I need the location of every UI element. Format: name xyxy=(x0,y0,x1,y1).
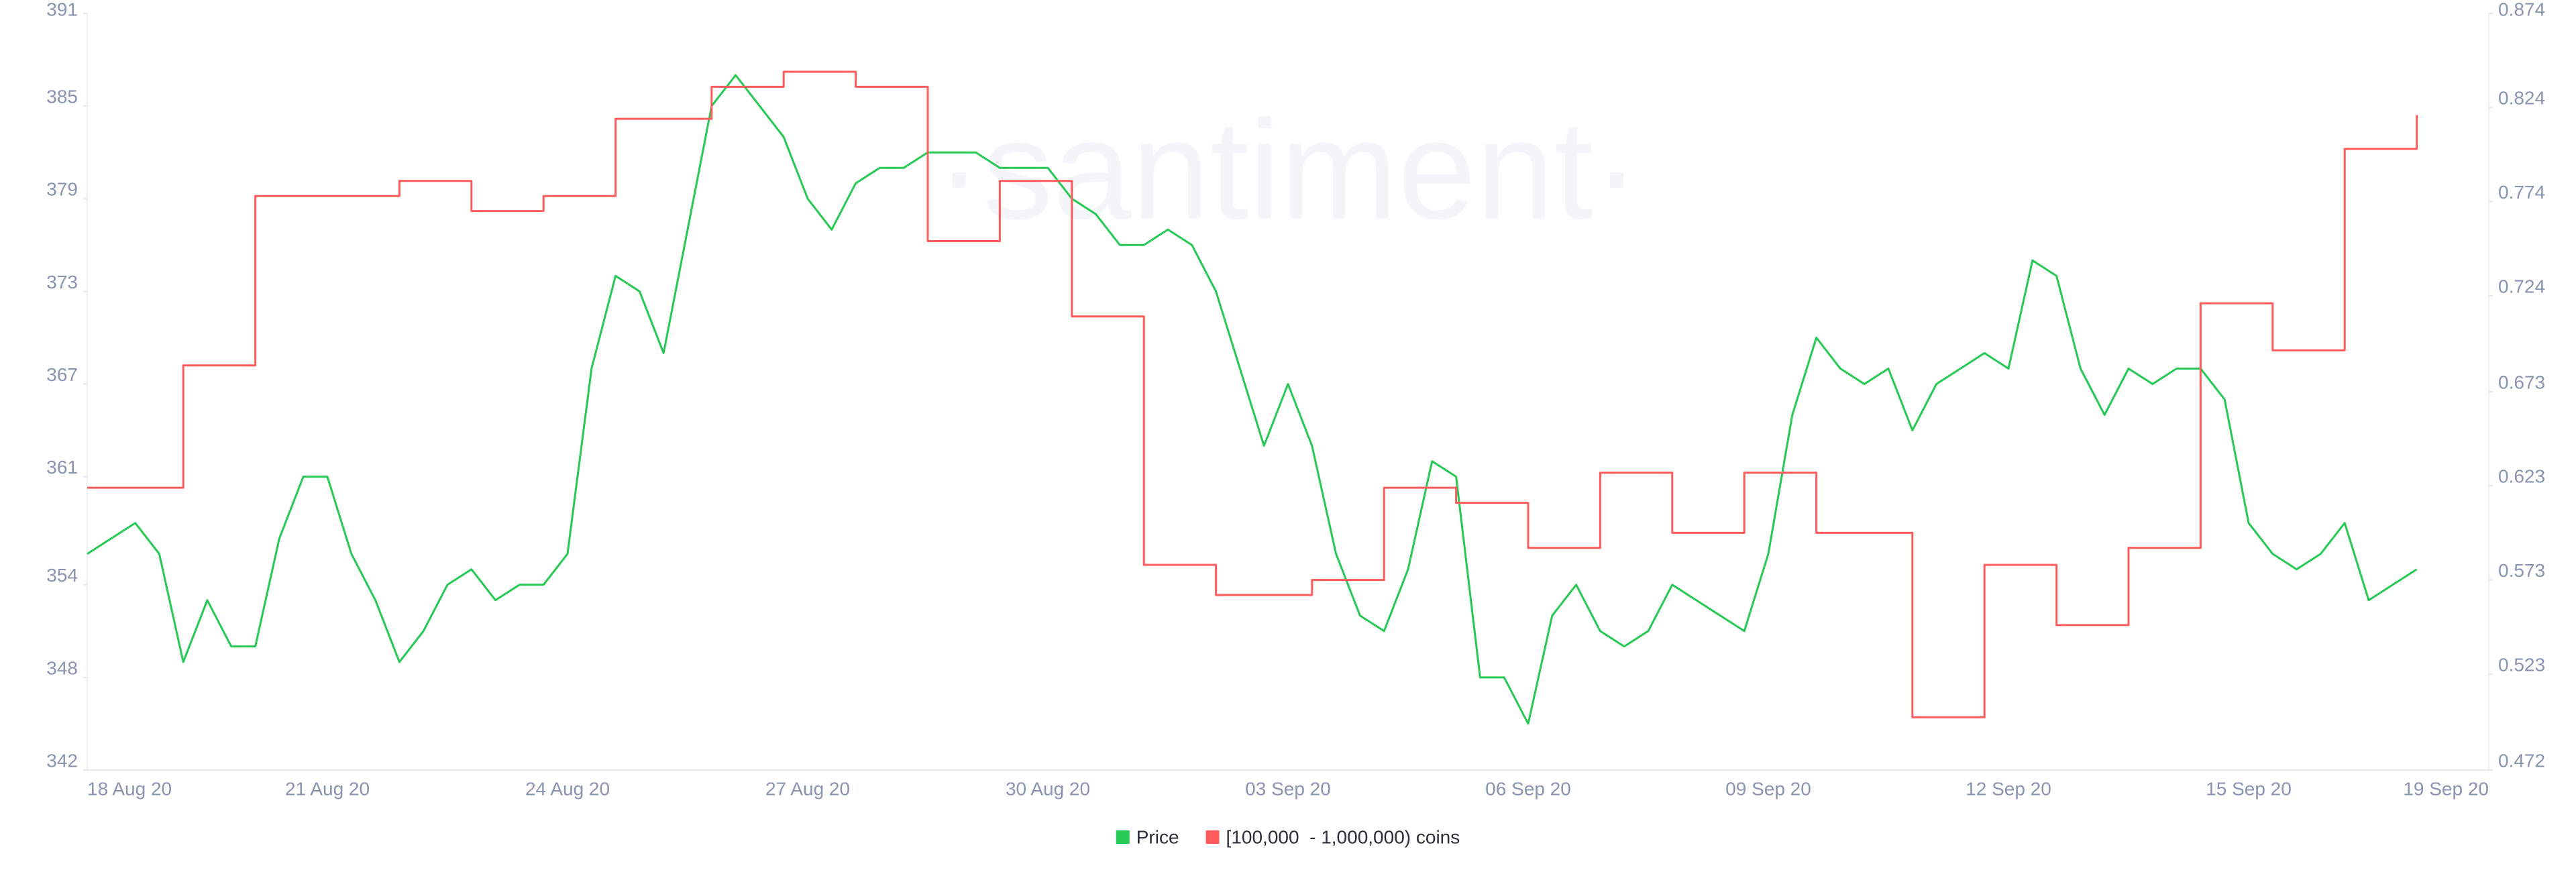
y2-tick-label: 0.824 xyxy=(2498,88,2545,109)
x-tick-label: 12 Sep 20 xyxy=(1966,778,2051,799)
x-tick-label: 18 Aug 20 xyxy=(87,778,172,799)
y-tick-label: 373 xyxy=(46,272,78,292)
y2-tick-label: 0.623 xyxy=(2498,466,2545,487)
y-tick-label: 342 xyxy=(46,750,78,771)
watermark: ·santiment· xyxy=(936,91,1640,248)
legend: Price [100,000 - 1,000,000) coins xyxy=(1116,826,1460,847)
y2-tick-label: 0.724 xyxy=(2498,276,2545,296)
y-tick-label: 354 xyxy=(46,565,78,586)
y-tick-label: 385 xyxy=(46,87,78,107)
x-tick-label: 27 Aug 20 xyxy=(765,778,850,799)
x-tick-label: 21 Aug 20 xyxy=(285,778,370,799)
x-tick-label: 03 Sep 20 xyxy=(1245,778,1331,799)
y-tick-label: 391 xyxy=(46,0,78,19)
y-tick-label: 361 xyxy=(46,457,78,478)
legend-label: [100,000 - 1,000,000) coins xyxy=(1226,826,1460,847)
y-tick-label: 348 xyxy=(46,657,78,678)
x-tick-label: 15 Sep 20 xyxy=(2206,778,2292,799)
legend-swatch xyxy=(1205,830,1220,844)
x-tick-label: 06 Sep 20 xyxy=(1485,778,1571,799)
x-tick-label: 09 Sep 20 xyxy=(1725,778,1811,799)
x-tick-label: 30 Aug 20 xyxy=(1006,778,1090,799)
series-line xyxy=(87,70,2418,718)
y2-tick-label: 0.523 xyxy=(2498,654,2545,675)
x-tick-label: 19 Sep 20 xyxy=(2403,778,2489,799)
y-tick-label: 379 xyxy=(46,179,78,200)
legend-swatch xyxy=(1116,830,1130,844)
y2-tick-label: 0.573 xyxy=(2498,560,2545,581)
y2-tick-label: 0.673 xyxy=(2498,372,2545,392)
y-tick-label: 367 xyxy=(46,364,78,385)
y2-tick-label: 0.774 xyxy=(2498,182,2545,203)
legend-label: Price xyxy=(1136,826,1179,847)
y2-tick-label: 0.472 xyxy=(2498,750,2545,771)
y2-tick-label: 0.874 xyxy=(2498,0,2545,19)
x-tick-label: 24 Aug 20 xyxy=(525,778,610,799)
series-line xyxy=(87,74,2418,725)
legend-item[interactable]: Price xyxy=(1116,826,1179,847)
legend-item[interactable]: [100,000 - 1,000,000) coins xyxy=(1205,826,1460,847)
